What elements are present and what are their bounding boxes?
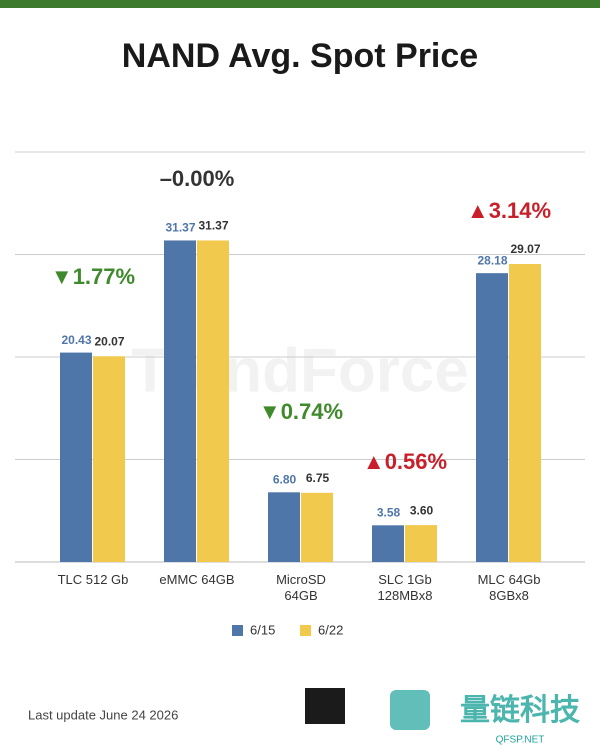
bar xyxy=(60,352,92,562)
bar xyxy=(301,492,333,562)
annotation: –0.00% xyxy=(160,166,235,191)
bar xyxy=(509,264,541,562)
x-tick-label: TLC 512 Gb xyxy=(57,572,129,587)
value-label: 3.60 xyxy=(410,503,434,517)
value-label: 31.37 xyxy=(198,219,228,233)
x-tick-label: MLC 64Gb 8GBx8 xyxy=(477,572,541,603)
legend-label: 6/15 xyxy=(250,622,275,637)
top-bar xyxy=(0,0,600,8)
value-label: 31.37 xyxy=(165,221,195,235)
x-tick-label: eMMC 64GB xyxy=(159,572,235,587)
bar xyxy=(197,240,229,562)
x-tick-label: MicroSD 64GB xyxy=(276,572,326,603)
footer: Last update June 24 2026 xyxy=(28,707,178,722)
value-label: 20.43 xyxy=(61,333,91,347)
value-label: 29.07 xyxy=(510,242,540,256)
bar xyxy=(405,525,437,562)
annotation: ▲3.14% xyxy=(467,198,551,223)
annotation: ▼1.77% xyxy=(51,264,135,289)
annotation: ▲0.56% xyxy=(363,449,447,474)
bar xyxy=(372,525,404,562)
value-label: 3.58 xyxy=(377,505,401,519)
x-tick-label: SLC 1Gb 128MBx8 xyxy=(377,572,433,603)
legend-label: 6/22 xyxy=(318,622,343,637)
legend-swatch xyxy=(300,625,311,636)
value-label: 6.75 xyxy=(306,471,330,485)
brand-logo xyxy=(390,690,430,730)
legend-swatch xyxy=(232,625,243,636)
annotation: ▼0.74% xyxy=(259,399,343,424)
logo xyxy=(305,688,345,724)
value-label: 6.80 xyxy=(273,472,297,486)
chart-title: NAND Avg. Spot Price xyxy=(122,37,478,75)
bar xyxy=(93,356,125,562)
brand: 量链科技 xyxy=(460,693,580,727)
bar xyxy=(164,240,196,562)
value-label: 20.07 xyxy=(94,334,124,348)
bar xyxy=(268,492,300,562)
brand-site: QFSP.NET xyxy=(496,735,545,746)
bar xyxy=(476,273,508,562)
value-label: 28.18 xyxy=(477,253,507,267)
